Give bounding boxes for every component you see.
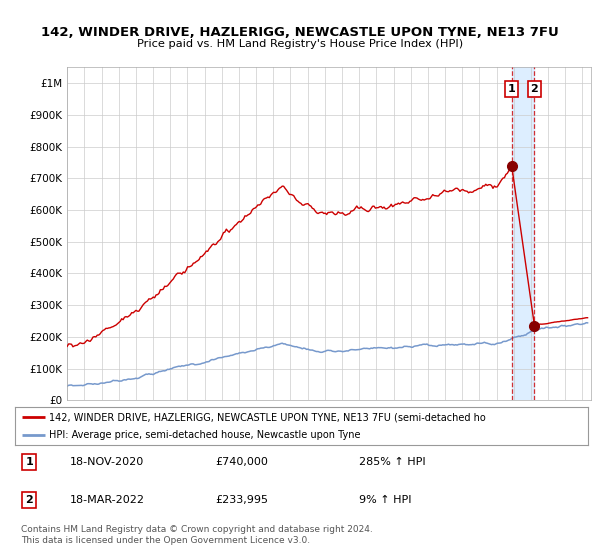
Text: 142, WINDER DRIVE, HAZLERIGG, NEWCASTLE UPON TYNE, NE13 7FU: 142, WINDER DRIVE, HAZLERIGG, NEWCASTLE … [41, 26, 559, 39]
Text: 18-MAR-2022: 18-MAR-2022 [70, 495, 145, 505]
Text: 285% ↑ HPI: 285% ↑ HPI [359, 457, 425, 467]
Text: Price paid vs. HM Land Registry's House Price Index (HPI): Price paid vs. HM Land Registry's House … [137, 39, 463, 49]
Text: £740,000: £740,000 [215, 457, 268, 467]
Text: £233,995: £233,995 [215, 495, 269, 505]
Text: 1: 1 [25, 457, 33, 467]
Bar [512, 67, 535, 400]
Text: 142, WINDER DRIVE, HAZLERIGG, NEWCASTLE UPON TYNE, NE13 7FU (semi-detached ho: 142, WINDER DRIVE, HAZLERIGG, NEWCASTLE … [49, 412, 486, 422]
Text: 2: 2 [530, 84, 538, 94]
Text: 18-NOV-2020: 18-NOV-2020 [70, 457, 143, 467]
Text: 2: 2 [25, 495, 33, 505]
Text: 1: 1 [508, 84, 515, 94]
Text: HPI: Average price, semi-detached house, Newcastle upon Tyne: HPI: Average price, semi-detached house,… [49, 430, 361, 440]
Text: Contains HM Land Registry data © Crown copyright and database right 2024.
This d: Contains HM Land Registry data © Crown c… [21, 525, 373, 545]
Text: 9% ↑ HPI: 9% ↑ HPI [359, 495, 412, 505]
